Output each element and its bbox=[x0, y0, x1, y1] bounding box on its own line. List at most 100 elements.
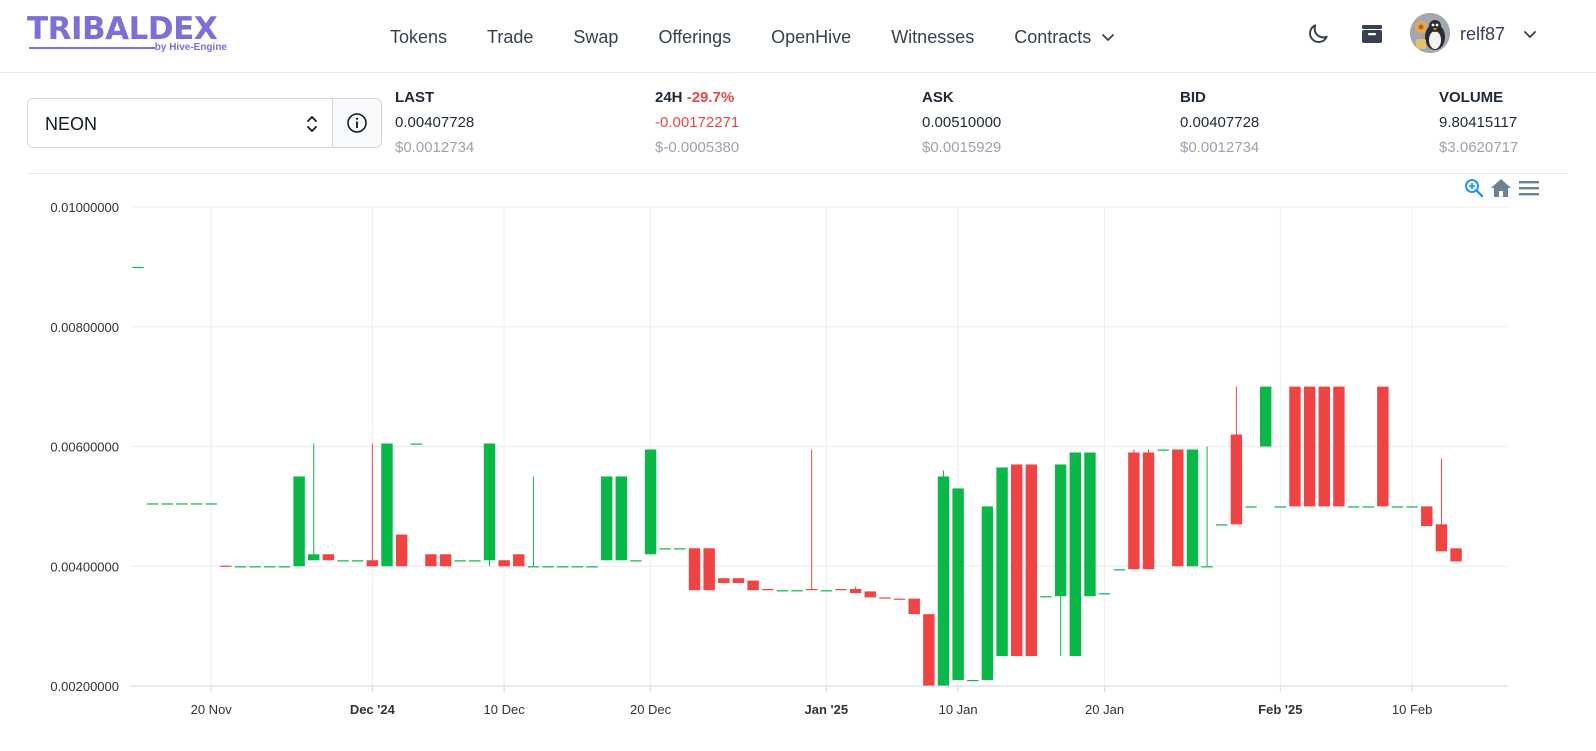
username[interactable]: relf87 bbox=[1460, 24, 1506, 44]
candle[interactable] bbox=[981, 506, 994, 681]
candle[interactable] bbox=[322, 554, 335, 561]
candle[interactable] bbox=[381, 443, 393, 567]
candle[interactable] bbox=[1069, 452, 1082, 657]
candle[interactable] bbox=[835, 589, 847, 591]
candle[interactable] bbox=[1157, 449, 1169, 451]
candle[interactable] bbox=[1216, 524, 1228, 526]
candle[interactable] bbox=[425, 554, 437, 567]
candle[interactable] bbox=[469, 560, 481, 562]
candle[interactable] bbox=[586, 566, 598, 568]
candle[interactable] bbox=[703, 548, 715, 591]
nav-swap[interactable]: Swap bbox=[573, 26, 618, 48]
candle[interactable] bbox=[1040, 596, 1052, 598]
token-info-button[interactable] bbox=[332, 98, 382, 148]
candle[interactable] bbox=[234, 566, 247, 568]
nav-openhive[interactable]: OpenHive bbox=[771, 26, 851, 48]
wallet-button[interactable] bbox=[1358, 20, 1386, 48]
candle[interactable] bbox=[1259, 386, 1272, 447]
candle[interactable] bbox=[439, 554, 452, 567]
candle[interactable] bbox=[483, 443, 496, 567]
candle[interactable] bbox=[996, 467, 1008, 657]
candle[interactable] bbox=[527, 476, 540, 568]
nav-contracts[interactable]: Contracts bbox=[1014, 26, 1115, 48]
avatar[interactable] bbox=[1410, 13, 1450, 53]
nav-trade[interactable]: Trade bbox=[487, 26, 533, 48]
token-select[interactable]: NEON bbox=[27, 98, 333, 148]
nav-witnesses[interactable]: Witnesses bbox=[891, 26, 974, 48]
candle[interactable] bbox=[1010, 464, 1023, 657]
candle[interactable] bbox=[688, 548, 701, 591]
candle[interactable] bbox=[805, 449, 818, 591]
candle[interactable] bbox=[1421, 506, 1433, 527]
candle[interactable] bbox=[1201, 446, 1213, 568]
chevron-down-icon[interactable] bbox=[1523, 27, 1537, 41]
candle[interactable] bbox=[820, 590, 833, 592]
candle[interactable] bbox=[1098, 593, 1111, 595]
candle[interactable] bbox=[967, 680, 979, 682]
candle[interactable] bbox=[879, 597, 891, 599]
candle[interactable] bbox=[190, 503, 203, 505]
candle[interactable] bbox=[1172, 449, 1184, 567]
candle[interactable] bbox=[454, 560, 466, 562]
candle[interactable] bbox=[220, 565, 232, 567]
candle[interactable] bbox=[1054, 464, 1067, 657]
candle[interactable] bbox=[556, 566, 569, 568]
candle[interactable] bbox=[337, 560, 349, 562]
candle[interactable] bbox=[571, 566, 584, 568]
candle[interactable] bbox=[264, 566, 276, 568]
candle[interactable] bbox=[351, 560, 364, 562]
candle[interactable] bbox=[161, 503, 174, 505]
candle[interactable] bbox=[1406, 506, 1418, 508]
candle[interactable] bbox=[952, 488, 964, 681]
candle[interactable] bbox=[1391, 506, 1404, 508]
candle[interactable] bbox=[278, 566, 291, 568]
candle[interactable] bbox=[1333, 386, 1345, 507]
candle[interactable] bbox=[776, 590, 789, 592]
candle[interactable] bbox=[176, 503, 188, 505]
candle[interactable] bbox=[1128, 449, 1140, 570]
candle[interactable] bbox=[1084, 452, 1096, 597]
candle[interactable] bbox=[513, 554, 525, 567]
candle[interactable] bbox=[1435, 458, 1448, 552]
menu-icon[interactable] bbox=[1518, 178, 1540, 198]
candle[interactable] bbox=[1113, 569, 1125, 571]
tribaldex-logo[interactable]: TRIBALDEX by Hive-Engine bbox=[27, 12, 227, 56]
candle[interactable] bbox=[542, 566, 554, 568]
candle[interactable] bbox=[395, 534, 408, 567]
candle[interactable] bbox=[644, 449, 657, 555]
candle[interactable] bbox=[205, 503, 217, 505]
candle[interactable] bbox=[923, 614, 935, 686]
candle[interactable] bbox=[937, 470, 950, 686]
candle[interactable] bbox=[308, 443, 320, 561]
candle[interactable] bbox=[762, 589, 774, 591]
candle[interactable] bbox=[410, 443, 422, 445]
candle[interactable] bbox=[366, 443, 379, 567]
nav-tokens[interactable]: Tokens bbox=[390, 26, 447, 48]
candle[interactable] bbox=[615, 476, 628, 561]
home-icon[interactable] bbox=[1490, 178, 1512, 198]
candle[interactable] bbox=[1303, 386, 1316, 507]
candle[interactable] bbox=[1230, 386, 1243, 525]
candle[interactable] bbox=[293, 476, 305, 567]
candle[interactable] bbox=[132, 266, 144, 269]
candle[interactable] bbox=[630, 560, 642, 562]
candle[interactable] bbox=[249, 566, 261, 568]
candle[interactable] bbox=[791, 590, 803, 592]
nav-offerings[interactable]: Offerings bbox=[658, 26, 731, 48]
candle[interactable] bbox=[718, 578, 730, 584]
dark-mode-toggle[interactable] bbox=[1304, 20, 1332, 48]
candle[interactable] bbox=[674, 548, 686, 550]
candle[interactable] bbox=[498, 560, 510, 567]
zoom-in-icon[interactable] bbox=[1464, 178, 1484, 198]
candle[interactable] bbox=[1142, 449, 1155, 570]
candle[interactable] bbox=[659, 548, 671, 550]
candle[interactable] bbox=[146, 503, 159, 505]
candle[interactable] bbox=[747, 580, 759, 591]
candle[interactable] bbox=[600, 476, 613, 561]
candle[interactable] bbox=[1186, 449, 1199, 567]
candle[interactable] bbox=[1318, 386, 1330, 507]
candle[interactable] bbox=[849, 586, 862, 594]
candle[interactable] bbox=[732, 578, 745, 584]
candle[interactable] bbox=[1289, 386, 1301, 507]
candle[interactable] bbox=[908, 598, 920, 615]
